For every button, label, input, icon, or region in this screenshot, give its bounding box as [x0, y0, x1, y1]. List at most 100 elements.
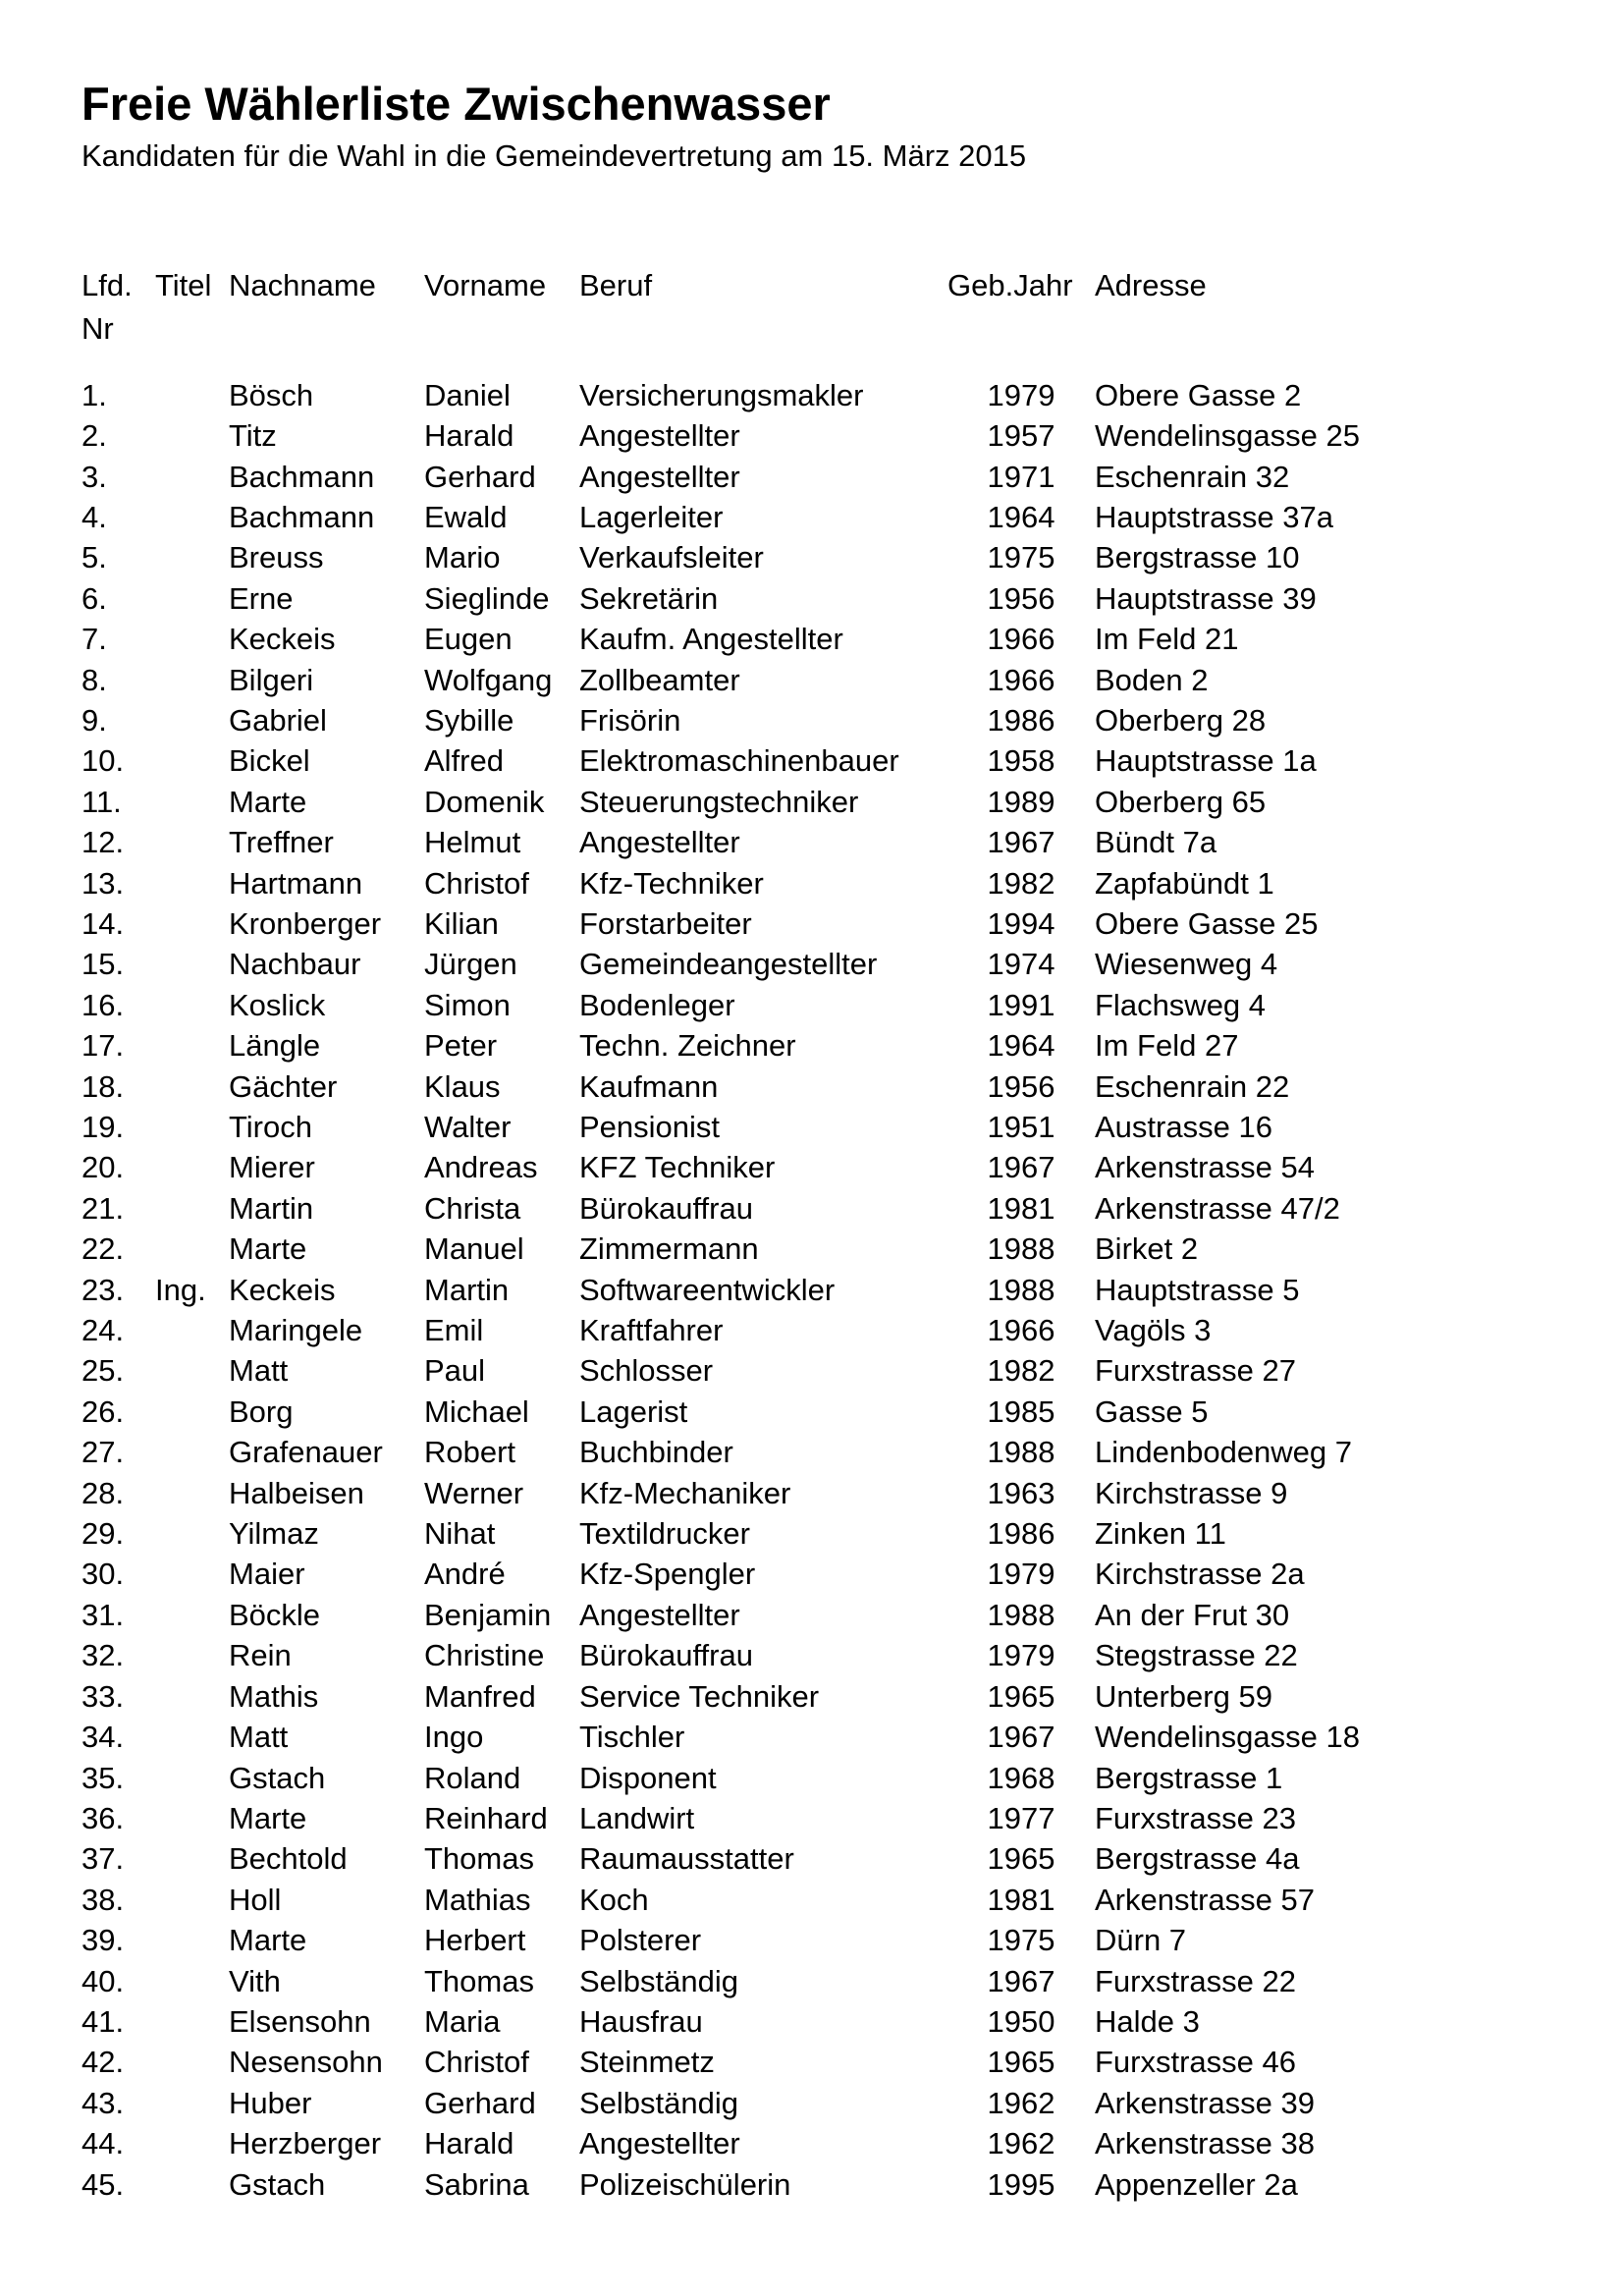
cell-gebjahr: 1975	[987, 540, 1055, 575]
table-row: 18. Gächter Klaus Kaufmann 1956 Eschenra…	[81, 1066, 1544, 1107]
table-row: 1. Bösch Daniel Versicherungsmakler 1979…	[81, 360, 1544, 415]
cell-titel	[155, 1635, 229, 1675]
cell-nachname: Breuss	[229, 540, 324, 575]
cell-adresse: Lindenbodenweg 7	[1095, 1435, 1353, 1470]
cell-titel	[155, 2001, 229, 2042]
cell-adresse: Eschenrain 32	[1095, 459, 1290, 494]
cell-vorname: Christof	[424, 2045, 529, 2080]
table-row: 8. Bilgeri Wolfgang Zollbeamter 1966 Bod…	[81, 660, 1544, 700]
cell-adresse: Hauptstrasse 37a	[1095, 499, 1333, 534]
cell-lfd-nr: 37.	[81, 1841, 125, 1877]
cell-vorname: Wolfgang	[424, 662, 553, 697]
cell-beruf: Steinmetz	[579, 2045, 715, 2080]
cell-titel	[155, 1595, 229, 1635]
cell-beruf: Zollbeamter	[579, 662, 740, 697]
cell-nachname: Bechtold	[229, 1841, 348, 1877]
cell-titel	[155, 2042, 229, 2082]
column-header-adresse: Adresse	[1095, 267, 1207, 302]
cell-gebjahr: 1994	[987, 905, 1055, 941]
cell-titel	[155, 660, 229, 700]
cell-lfd-nr: 31.	[81, 1597, 125, 1632]
cell-adresse: Dürn 7	[1095, 1923, 1187, 1958]
column-header-titel: Titel	[155, 267, 212, 302]
cell-titel	[155, 1798, 229, 1838]
cell-nachname: Längle	[229, 1028, 321, 1064]
cell-lfd-nr: 41.	[81, 2003, 125, 2039]
table-row: 11. Marte Domenik Steuerungstechniker 19…	[81, 782, 1544, 822]
cell-adresse: Oberberg 28	[1095, 702, 1267, 738]
cell-gebjahr: 1967	[987, 1720, 1055, 1755]
cell-beruf: Bodenleger	[579, 987, 735, 1022]
cell-gebjahr: 1956	[987, 580, 1055, 616]
cell-lfd-nr: 25.	[81, 1353, 125, 1389]
cell-gebjahr: 1981	[987, 1190, 1055, 1226]
cell-lfd-nr: 21.	[81, 1190, 125, 1226]
table-row: 26. Borg Michael Lagerist 1985 Gasse 5	[81, 1392, 1544, 1432]
cell-nachname: Matt	[229, 1720, 289, 1755]
cell-lfd-nr: 38.	[81, 1882, 125, 1917]
cell-gebjahr: 1958	[987, 743, 1055, 779]
cell-nachname: Maier	[229, 1557, 305, 1592]
table-row: 19. Tiroch Walter Pensionist 1951 Austra…	[81, 1107, 1544, 1147]
cell-vorname: Christof	[424, 865, 529, 901]
cell-beruf: Buchbinder	[579, 1435, 733, 1470]
cell-nachname: Holl	[229, 1882, 282, 1917]
cell-adresse: Wendelinsgasse 25	[1095, 418, 1360, 454]
cell-adresse: Halde 3	[1095, 2003, 1200, 2039]
cell-beruf: Verkaufsleiter	[579, 540, 764, 575]
cell-nachname: Rein	[229, 1638, 292, 1673]
cell-nachname: Bickel	[229, 743, 310, 779]
column-header-gebjahr: Geb.Jahr	[947, 267, 1073, 302]
cell-adresse: Hauptstrasse 5	[1095, 1272, 1300, 1307]
cell-titel	[155, 1717, 229, 1757]
cell-adresse: Furxstrasse 46	[1095, 2045, 1297, 2080]
cell-gebjahr: 1962	[987, 2126, 1055, 2161]
cell-adresse: Eschenrain 22	[1095, 1068, 1290, 1104]
cell-beruf: Kraftfahrer	[579, 1313, 724, 1348]
cell-lfd-nr: 32.	[81, 1638, 125, 1673]
cell-beruf: Hausfrau	[579, 2003, 703, 2039]
table-row: 6. Erne Sieglinde Sekretärin 1956 Haupts…	[81, 578, 1544, 619]
cell-nachname: Marte	[229, 1800, 307, 1835]
cell-nachname: Marte	[229, 1231, 307, 1267]
cell-vorname: Benjamin	[424, 1597, 552, 1632]
cell-vorname: Simon	[424, 987, 511, 1022]
cell-beruf: Bürokauffrau	[579, 1190, 753, 1226]
cell-lfd-nr: 40.	[81, 1963, 125, 1998]
cell-adresse: Arkenstrasse 38	[1095, 2126, 1315, 2161]
cell-vorname: Manuel	[424, 1231, 524, 1267]
table-row: 23. Ing. Keckeis Martin Softwareentwickl…	[81, 1270, 1544, 1310]
cell-beruf: Landwirt	[579, 1800, 695, 1835]
cell-titel	[155, 1147, 229, 1187]
cell-gebjahr: 1979	[987, 377, 1055, 412]
table-row: 41. Elsensohn Maria Hausfrau 1950 Halde …	[81, 2001, 1544, 2042]
cell-nachname: Hartmann	[229, 865, 363, 901]
cell-beruf: Lagerleiter	[579, 499, 724, 534]
cell-nachname: Bachmann	[229, 459, 375, 494]
cell-nachname: Keckeis	[229, 1272, 336, 1307]
cell-titel	[155, 1920, 229, 1960]
table-row: 22. Marte Manuel Zimmermann 1988 Birket …	[81, 1229, 1544, 1269]
cell-adresse: Gasse 5	[1095, 1394, 1209, 1429]
cell-lfd-nr: 16.	[81, 987, 125, 1022]
cell-adresse: Zinken 11	[1095, 1516, 1226, 1552]
table-row: 32. Rein Christine Bürokauffrau 1979 Ste…	[81, 1635, 1544, 1675]
cell-titel	[155, 1838, 229, 1879]
cell-gebjahr: 1991	[987, 987, 1055, 1022]
cell-gebjahr: 1979	[987, 1557, 1055, 1592]
cell-nachname: Gabriel	[229, 702, 327, 738]
cell-lfd-nr: 9.	[81, 702, 107, 738]
cell-vorname: Jürgen	[424, 947, 517, 982]
cell-nachname: Böckle	[229, 1597, 321, 1632]
cell-lfd-nr: 27.	[81, 1435, 125, 1470]
cell-vorname: Christa	[424, 1190, 521, 1226]
cell-titel	[155, 1310, 229, 1350]
cell-nachname: Treffner	[229, 825, 334, 860]
cell-titel	[155, 2083, 229, 2123]
cell-gebjahr: 1965	[987, 1841, 1055, 1877]
cell-lfd-nr: 4.	[81, 499, 107, 534]
cell-vorname: Daniel	[424, 377, 511, 412]
cell-titel	[155, 1350, 229, 1391]
cell-gebjahr: 1986	[987, 702, 1055, 738]
candidates-table: Lfd. Nr Titel Nachname Vorname Beruf Geb.…	[81, 264, 1544, 2205]
